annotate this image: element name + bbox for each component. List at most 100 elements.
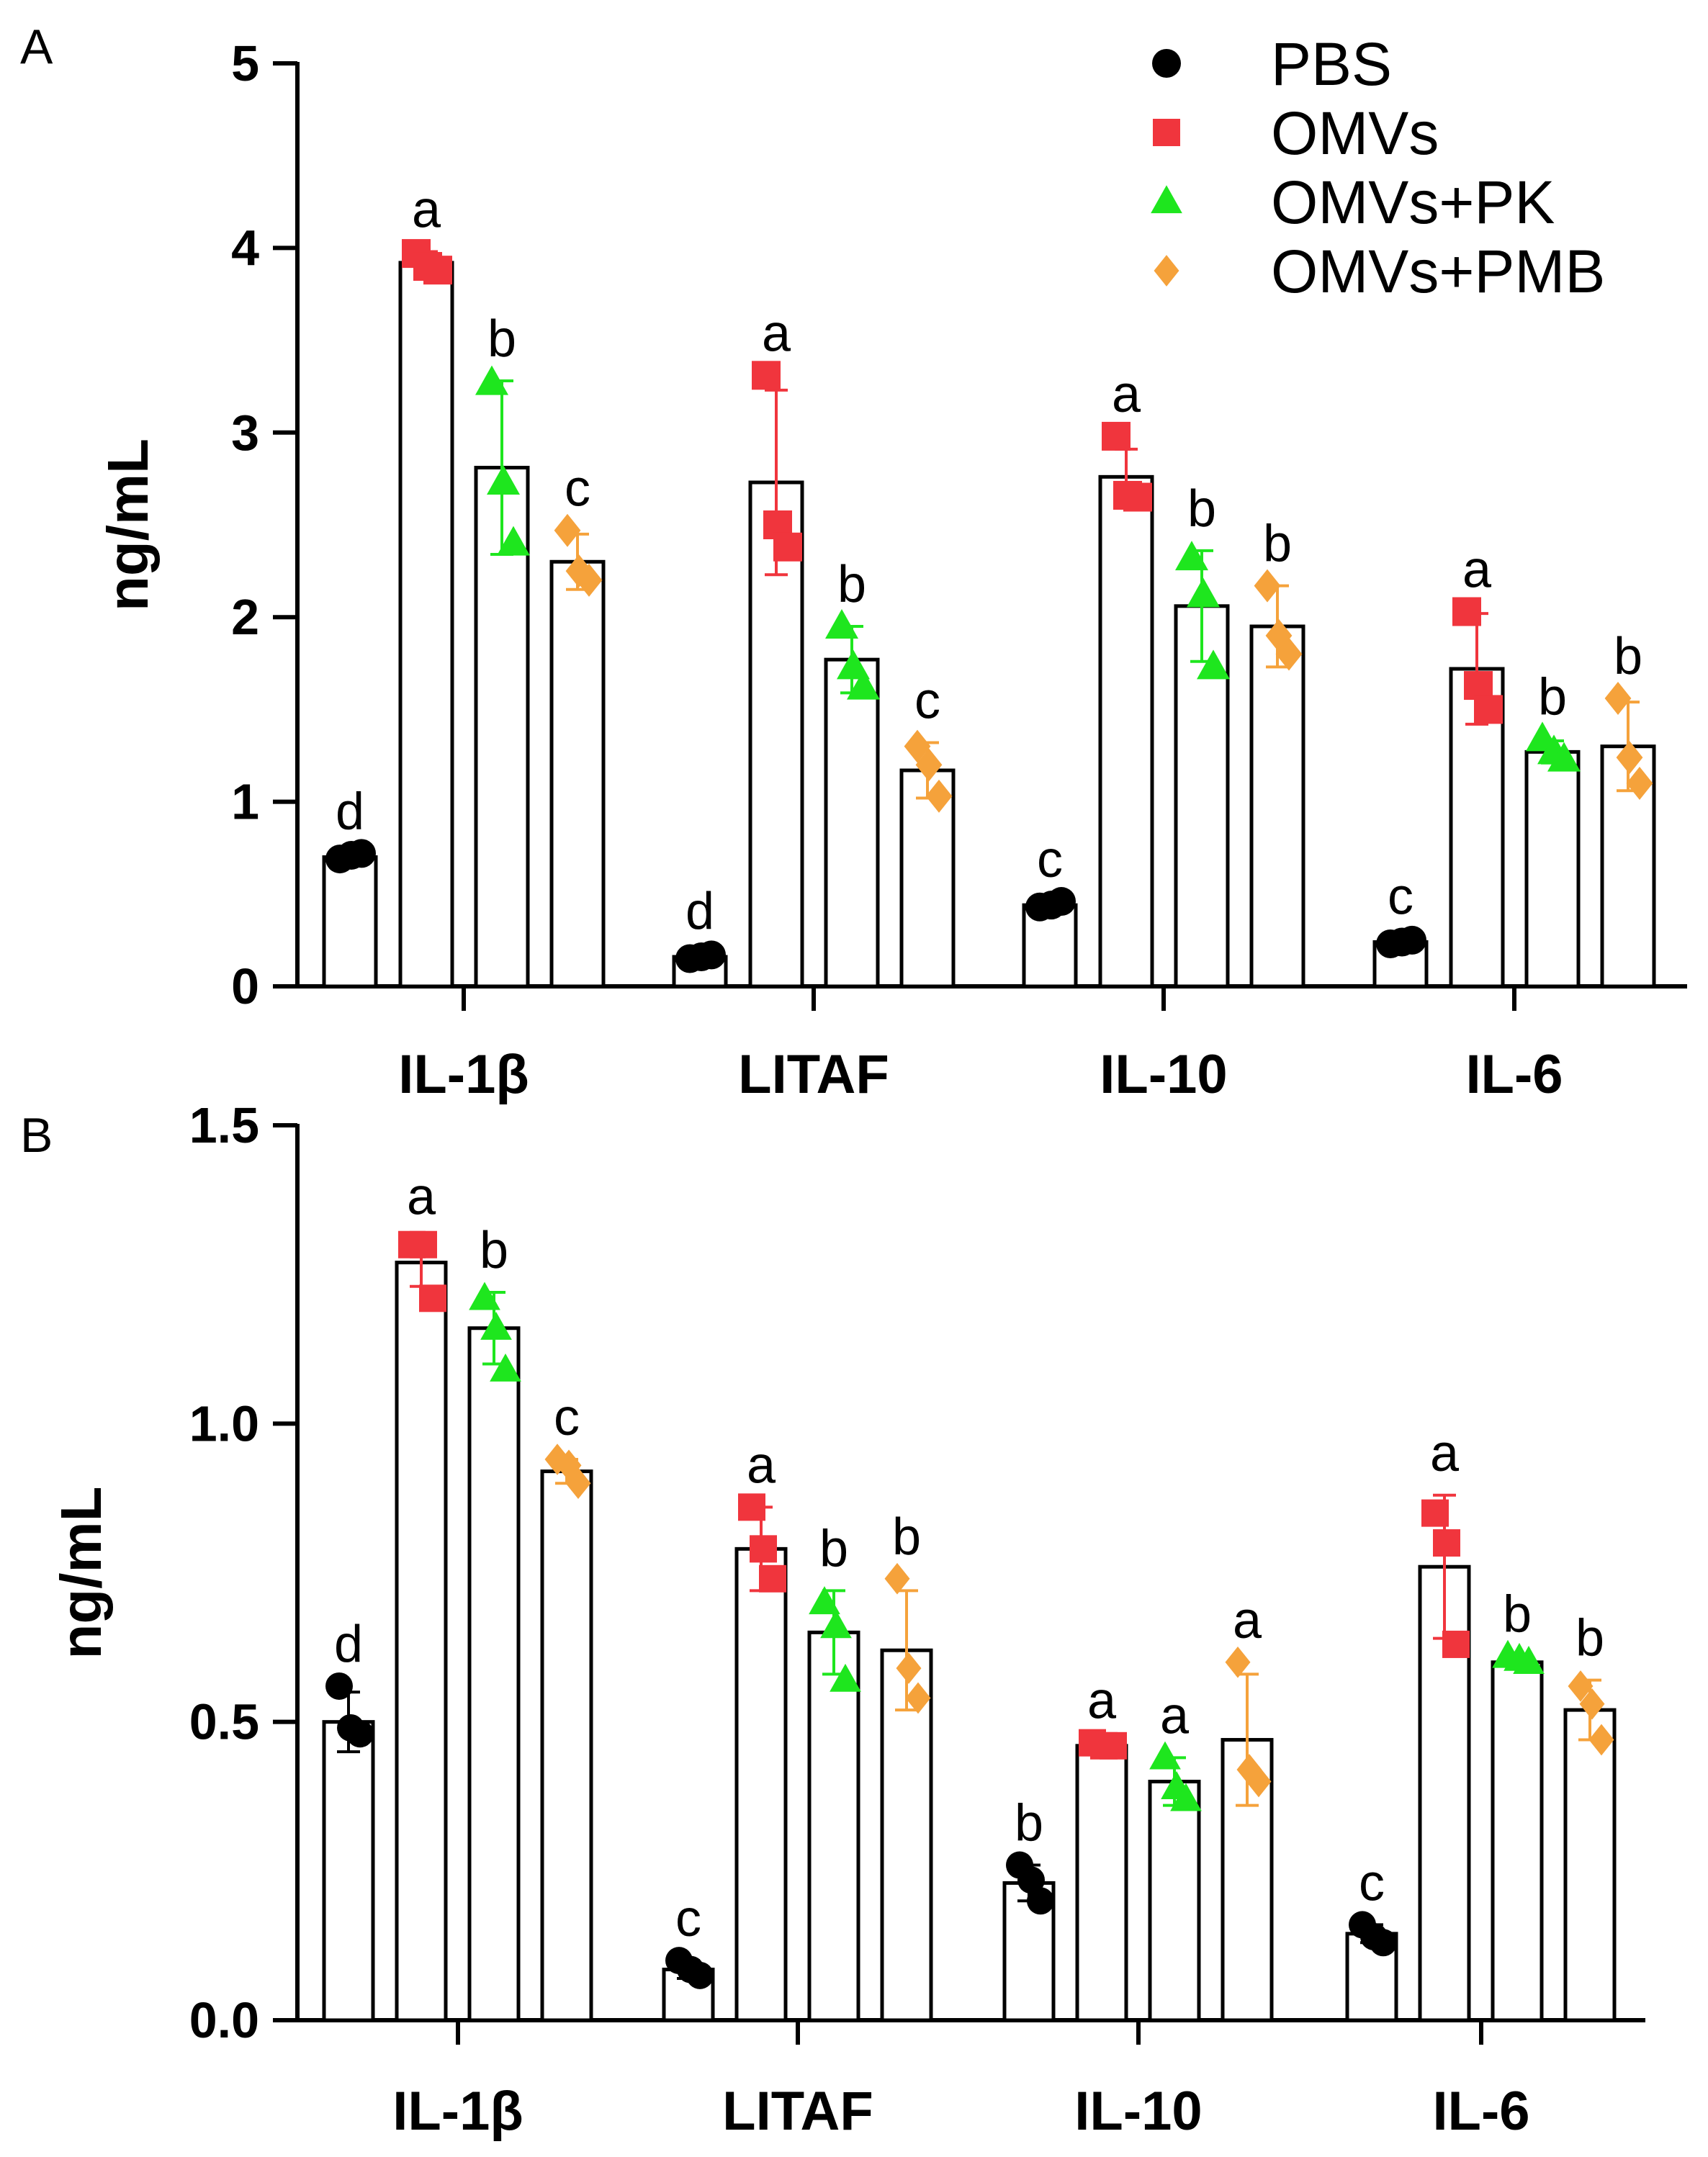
significance-letter: a [1233,1592,1262,1649]
bar-group-omvs-pk: b [1524,668,1581,989]
data-point [1102,421,1131,451]
bar-group-omvs-pmb: a [1221,1592,1274,2022]
data-point [752,361,781,390]
significance-letter: a [412,181,441,239]
y-tick-label: 0 [231,958,259,1014]
bar [1563,1708,1617,2022]
data-point [1568,1670,1594,1702]
y-tick-label: 0.0 [189,1992,259,2048]
data-point [1442,1630,1470,1658]
x-tick-label: IL-10 [1100,1044,1227,1105]
legend-marker-square [1153,119,1180,146]
data-point [1474,695,1503,724]
data-point [1616,741,1643,775]
bar-group-omvs: a [395,1168,448,2022]
bar [1249,624,1305,989]
significance-letter: a [407,1168,436,1225]
data-point [884,1562,910,1595]
bar [322,1720,375,2022]
significance-letter: b [480,1222,508,1279]
data-point [1579,1688,1605,1720]
bar [1148,1780,1201,2022]
bar [1491,1660,1544,2022]
data-point [423,256,452,285]
data-point [1275,637,1303,671]
panel-a: A012345ng/mLIL-1βdabcLITAFdabcIL-10cabbI… [20,19,1687,1105]
bar-group-pbs: d [322,783,378,989]
bar-group-pbs: c [1372,868,1429,989]
legend-label: OMVs [1271,99,1439,167]
data-point [1246,1765,1272,1798]
data-point [1149,1741,1181,1770]
significance-letter: a [1430,1425,1460,1482]
significance-letter: c [675,1890,701,1947]
data-point [759,1564,786,1593]
data-point [347,839,376,868]
significance-letter: b [1614,628,1642,685]
data-point [1175,541,1208,571]
bar [824,657,880,989]
data-point [487,465,520,495]
data-point [686,1961,714,1989]
data-point [1047,887,1076,917]
y-tick-label: 0.5 [189,1694,259,1750]
y-tick-label: 4 [231,220,259,276]
data-point [1398,925,1426,955]
legend-marker-diamond [1154,255,1179,287]
x-tick-label: IL-6 [1432,2081,1529,2142]
significance-letter: a [1160,1687,1190,1744]
data-point [1370,1929,1397,1957]
y-axis-label: ng/mL [49,1487,113,1660]
bar [734,1546,788,2022]
significance-letter: a [762,305,791,362]
x-tick-label: IL-1β [398,1044,529,1105]
data-point [1421,1499,1449,1527]
data-point [565,1467,591,1500]
data-point [419,1284,446,1312]
data-point [1433,1529,1460,1557]
bar-group-pbs: d [672,883,728,989]
bar-group-omvs: a [398,181,454,989]
bar-group-omvs-pk: b [1174,480,1230,989]
significance-letter: b [1576,1610,1604,1667]
bar-group-omvs-pk: b [474,310,530,989]
bar-group-omvs-pk: b [467,1222,521,2022]
bar-group-omvs: a [1418,1425,1471,2022]
x-tick-label: LITAF [738,1044,889,1105]
significance-letter: b [819,1520,848,1577]
bar-group-omvs-pmb: b [1563,1610,1617,2022]
data-point [575,563,603,597]
data-point [896,1652,922,1684]
bar-group-omvs-pk: b [824,556,880,989]
significance-letter: a [1087,1672,1117,1730]
data-point [1452,597,1481,626]
panel-label: A [20,19,53,74]
bar [899,768,956,989]
data-point [820,1610,852,1639]
significance-letter: d [686,883,714,940]
data-point [1547,742,1581,772]
bar-group-omvs-pmb: b [1600,628,1656,989]
bar-group-pbs: d [322,1616,375,2022]
bar [1524,749,1581,989]
bar-group-pbs: c [662,1890,715,2022]
data-point [905,1682,931,1714]
significance-letter: c [1037,831,1063,888]
panel-label: B [20,1108,53,1163]
data-point [830,1663,861,1692]
significance-letter: c [1359,1854,1385,1911]
significance-letter: c [565,460,590,518]
data-point [410,1230,437,1258]
data-point [925,779,953,813]
bar-group-omvs: a [1075,1672,1128,2022]
data-point [915,748,943,782]
bar-group-pbs: c [1022,831,1078,989]
data-point [497,526,530,556]
data-point [490,1353,521,1382]
data-point [1513,1646,1545,1674]
data-point [738,1493,765,1521]
data-point [1604,682,1632,716]
bar-group-pbs: c [1345,1854,1398,2022]
